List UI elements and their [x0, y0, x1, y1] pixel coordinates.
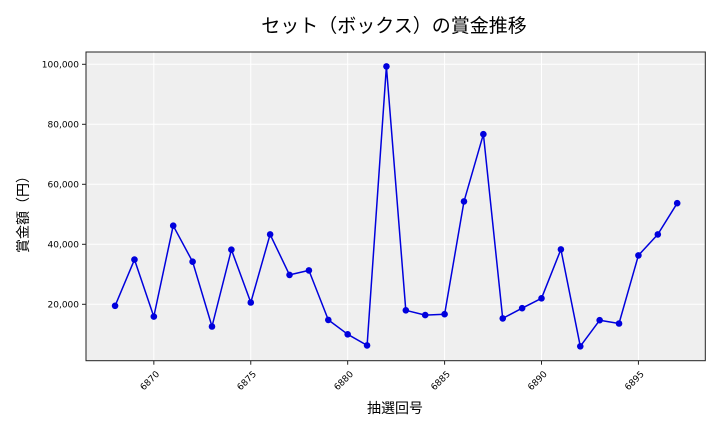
data-point: [286, 271, 293, 279]
data-point: [518, 304, 526, 312]
data-point: [596, 316, 603, 324]
data-point: [615, 320, 623, 327]
plot-frame: [85, 51, 706, 362]
data-point: [654, 231, 662, 238]
plot-area: [86, 52, 706, 361]
data-point: [247, 299, 255, 306]
x-axis-ticks: 6870 6875 6880 6885 6890 6895: [139, 360, 647, 393]
data-point: [111, 302, 119, 310]
data-point: [324, 316, 332, 324]
series-line: [114, 65, 678, 348]
y-tick-label: 60,000: [48, 180, 80, 190]
x-tick-label: 6875: [236, 370, 259, 393]
data-point: [363, 342, 371, 349]
data-point: [266, 231, 274, 238]
x-tick-label: 6890: [526, 369, 549, 392]
x-tick-label: 6885: [430, 370, 453, 393]
data-point: [538, 295, 545, 302]
x-axis-label: 抽選回号: [367, 401, 423, 417]
data-point: [480, 130, 487, 138]
data-point: [441, 310, 448, 318]
y-tick-label: 20,000: [48, 300, 80, 310]
chart-title: セット（ボックス）の賞金推移: [261, 15, 526, 37]
data-point: [460, 198, 468, 205]
data-point: [208, 323, 216, 330]
y-tick-label: 40,000: [48, 240, 80, 250]
data-point: [150, 313, 158, 320]
y-tick-label: 100,000: [42, 60, 79, 70]
data-point: [344, 331, 351, 338]
data-point: [635, 252, 642, 259]
data-point: [169, 222, 177, 229]
data-point: [557, 246, 565, 253]
x-tick-label: 6880: [333, 369, 356, 392]
grid-lines: [86, 52, 706, 361]
x-tick-label: 6895: [623, 370, 646, 393]
y-axis-ticks: 20,000 40,000 60,000 80,000 100,000: [42, 60, 86, 310]
data-point: [576, 343, 584, 350]
data-point: [189, 258, 196, 266]
x-tick-label: 6870: [139, 369, 162, 392]
data-point: [131, 256, 138, 263]
data-point: [228, 246, 235, 253]
data-point: [383, 63, 390, 70]
data-point: [402, 307, 410, 314]
data-point: [421, 311, 429, 319]
y-axis-label: 賞金額（円）: [16, 169, 32, 253]
data-point: [305, 267, 313, 274]
data-markers: [111, 63, 681, 350]
y-tick-label: 80,000: [48, 120, 80, 130]
data-point: [673, 199, 681, 207]
data-point: [499, 315, 507, 322]
